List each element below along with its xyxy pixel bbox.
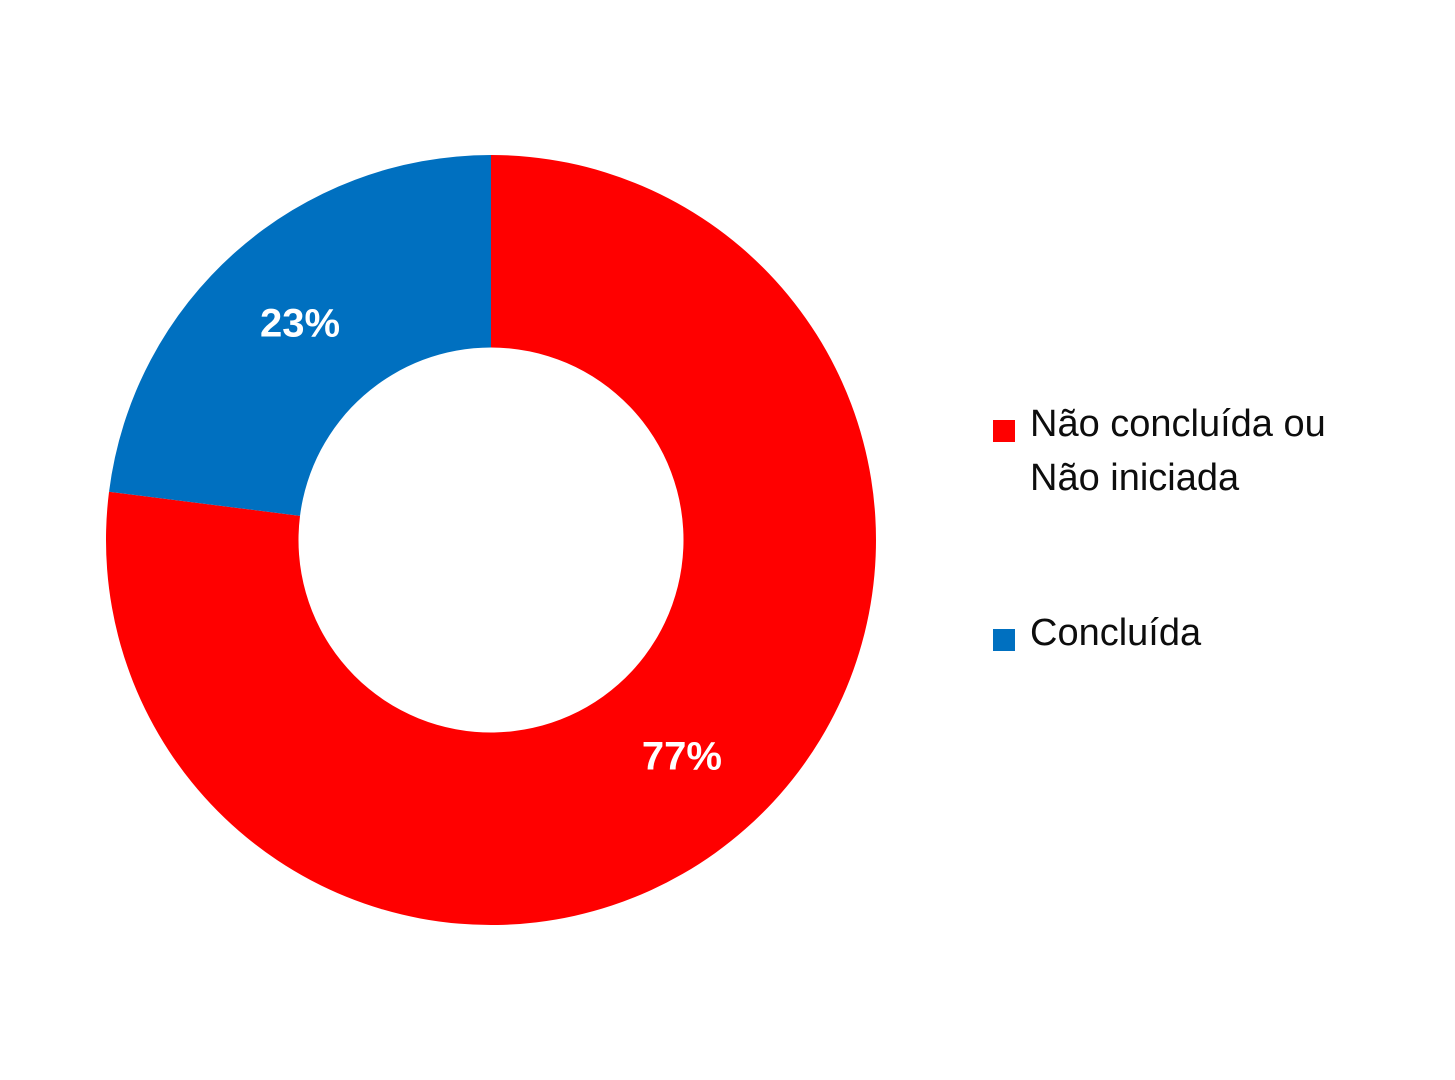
legend-label-line-2: Não iniciada	[1030, 457, 1240, 499]
legend-swatch-red	[993, 420, 1015, 442]
slice-percent-label-1: 23%	[260, 301, 340, 345]
legend-swatch-blue	[993, 629, 1015, 651]
legend-item-concluida: Concluída	[993, 606, 1201, 660]
legend-item-nao-concluida: Não concluída ou Não iniciada	[993, 397, 1326, 505]
legend-label-line-1: Não concluída ou	[1030, 403, 1326, 445]
slice-percent-label-0: 77%	[642, 735, 722, 779]
pie-slice-0	[105, 155, 876, 925]
pie-slice-1	[109, 155, 492, 516]
legend-label-concluida: Concluída	[1030, 606, 1201, 660]
legend-label-nao-concluida: Não concluída ou Não iniciada	[1030, 397, 1326, 505]
legend-label-line-1: Concluída	[1030, 612, 1202, 654]
